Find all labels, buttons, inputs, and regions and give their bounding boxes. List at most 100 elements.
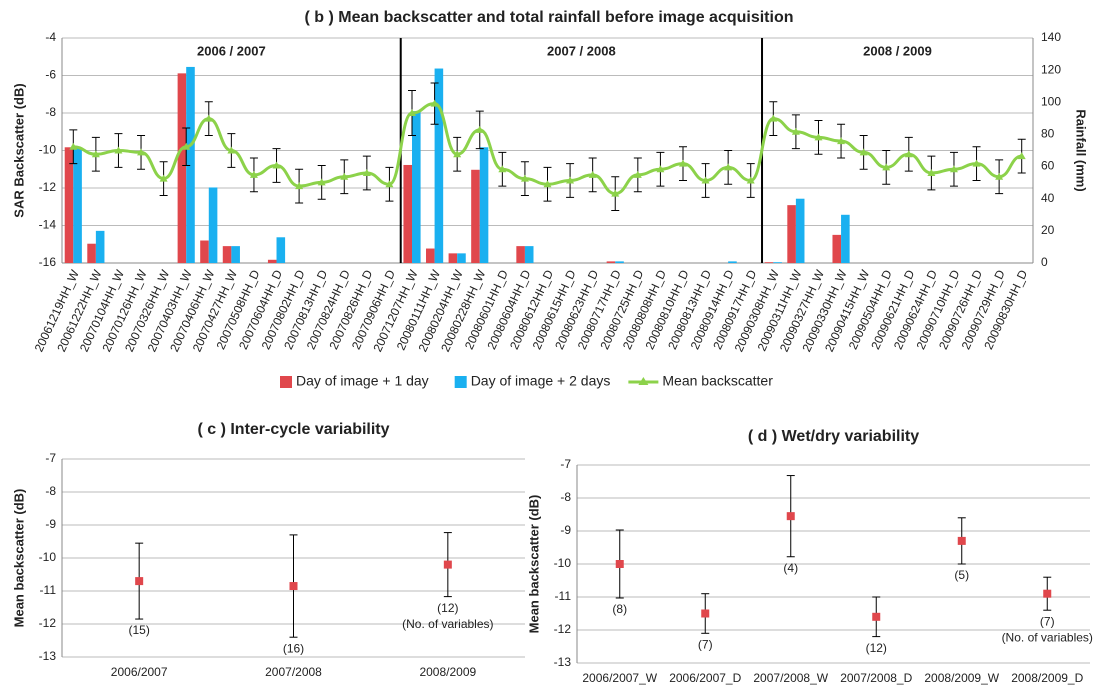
marker: [498, 165, 507, 173]
bar: [471, 169, 480, 263]
bar: [73, 147, 82, 263]
season-label: 2007 / 2008: [547, 43, 616, 58]
bar: [764, 262, 774, 263]
y-tick-label: -11: [555, 589, 572, 603]
marker: [159, 174, 168, 182]
marker: [272, 161, 281, 169]
marker: [814, 133, 823, 141]
y-tick-label: -14: [39, 218, 57, 232]
point-label: (12): [437, 601, 458, 615]
bar: [606, 261, 616, 263]
point: [786, 512, 795, 521]
y2-axis-title: Rainfall (mm): [1074, 109, 1089, 191]
y2-tick-label: 20: [1041, 223, 1055, 237]
point-label: (16): [283, 641, 304, 655]
y-tick-label: -13: [554, 655, 572, 669]
x-tick-label: 2007/2008: [265, 665, 322, 679]
bar: [87, 243, 96, 263]
marker: [972, 159, 981, 167]
marker: [69, 142, 78, 150]
chart-title: ( c ) Inter-cycle variability: [197, 421, 389, 438]
marker: [249, 170, 258, 178]
marker: [475, 125, 484, 133]
marker: [656, 165, 665, 173]
bar: [516, 246, 525, 263]
point-label: (8): [612, 602, 627, 616]
bar: [773, 262, 782, 263]
point-label: (12): [866, 641, 887, 655]
y-tick-label: -12: [39, 616, 57, 630]
y-tick-label: -10: [39, 550, 57, 564]
point-label: (5): [954, 568, 969, 582]
x-tick-label: 2008/2009: [419, 665, 476, 679]
point-label: (7): [1040, 614, 1055, 628]
y2-tick-label: 80: [1041, 127, 1055, 141]
marker: [949, 165, 958, 173]
bar: [231, 246, 240, 263]
marker: [182, 142, 191, 150]
marker: [520, 174, 529, 182]
x-tick-label: 2006/2007: [111, 665, 168, 679]
y2-tick-label: 0: [1041, 255, 1048, 269]
bar: [832, 234, 842, 263]
marker: [453, 150, 462, 158]
chart-title: ( d ) Wet/dry variability: [748, 428, 919, 445]
point: [443, 560, 452, 569]
marker: [882, 163, 891, 171]
marker: [769, 114, 778, 122]
season-label: 2006 / 2007: [197, 43, 266, 58]
marker: [746, 176, 755, 184]
x-tick-label: 2008/2009_W: [924, 671, 999, 685]
y2-tick-label: 40: [1041, 191, 1055, 205]
x-tick-label: 2006/2007_D: [669, 671, 741, 685]
legend-swatch: [638, 377, 649, 385]
bar: [426, 248, 435, 263]
marker: [927, 169, 936, 176]
bar: [457, 253, 466, 263]
y-tick-label: -6: [45, 68, 56, 82]
marker: [678, 159, 687, 167]
y-tick-label: -11: [40, 583, 57, 597]
point-label: (7): [698, 637, 713, 651]
marker: [904, 150, 913, 158]
bar: [186, 66, 195, 263]
y-tick-label: -8: [45, 484, 56, 498]
y2-tick-label: 120: [1041, 62, 1061, 76]
marker: [430, 99, 439, 107]
marker: [633, 170, 642, 178]
note: (No. of variables): [1002, 630, 1093, 644]
marker: [340, 172, 349, 180]
y2-tick-label: 100: [1041, 94, 1061, 108]
point-label: (15): [128, 623, 149, 637]
bar: [434, 68, 444, 264]
y-axis-title: Mean backscatter (dB): [526, 495, 541, 634]
y-tick-label: -16: [39, 255, 57, 269]
bar: [787, 205, 796, 263]
chart-title: ( b ) Mean backscatter and total rainfal…: [305, 9, 794, 26]
marker: [611, 189, 620, 197]
bar: [276, 237, 286, 263]
marker: [137, 148, 146, 156]
bar: [448, 253, 458, 263]
y-tick-label: -12: [39, 180, 57, 194]
season-label: 2008 / 2009: [863, 43, 932, 58]
y-axis-title: SAR Backscatter (dB): [11, 83, 26, 217]
marker: [543, 180, 552, 188]
x-tick-label: 2007/2008_W: [753, 671, 828, 685]
marker: [227, 146, 236, 154]
point: [872, 612, 881, 621]
y-tick-label: -8: [45, 105, 56, 119]
bar: [208, 187, 218, 263]
y-tick-label: -9: [45, 517, 56, 531]
x-tick-label: 2007/2008_D: [840, 671, 912, 685]
marker: [317, 178, 326, 186]
bar: [64, 147, 74, 263]
bar: [95, 230, 105, 263]
marker: [791, 127, 800, 135]
marker: [1017, 152, 1026, 160]
y-tick-label: -10: [39, 143, 57, 157]
marker: [385, 180, 394, 188]
point: [615, 560, 624, 568]
